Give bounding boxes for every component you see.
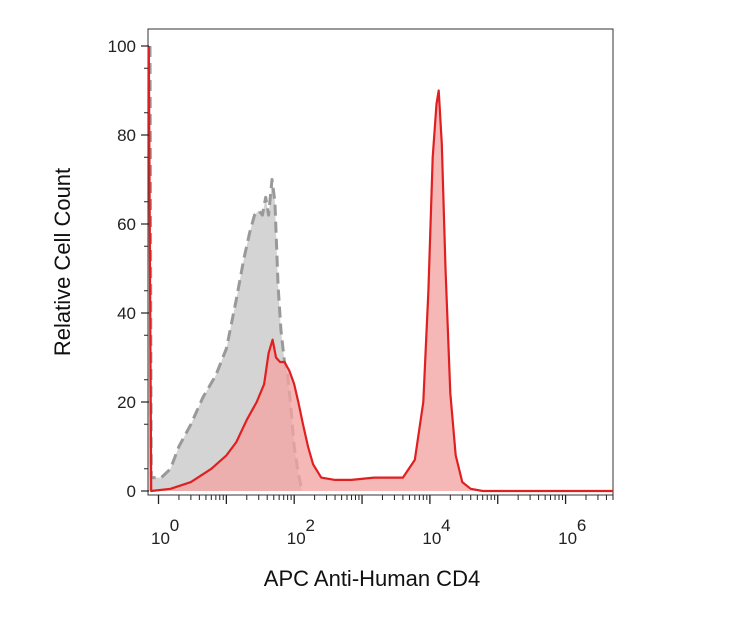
series-0-line	[148, 45, 304, 492]
y-tick-label: 20	[117, 393, 136, 412]
y-tick-label: 60	[117, 215, 136, 234]
x-tick-label: 10	[151, 529, 170, 548]
y-axis-title: Relative Cell Count	[50, 168, 75, 356]
x-axis-title: APC Anti-Human CD4	[264, 566, 480, 591]
x-tick-label: 10	[287, 529, 306, 548]
x-tick-exponent: 0	[170, 516, 179, 535]
x-tick-exponent: 2	[305, 516, 314, 535]
y-tick-label: 40	[117, 304, 136, 323]
x-tick-label: 10	[558, 529, 577, 548]
series-1-line	[147, 45, 613, 493]
x-tick-exponent: 4	[441, 516, 450, 535]
y-tick-label: 0	[127, 482, 136, 501]
x-tick-label: 10	[422, 529, 441, 548]
y-tick-label: 100	[108, 37, 136, 56]
y-tick-label: 80	[117, 126, 136, 145]
x-tick-exponent: 6	[577, 516, 586, 535]
series-layer	[147, 45, 614, 493]
